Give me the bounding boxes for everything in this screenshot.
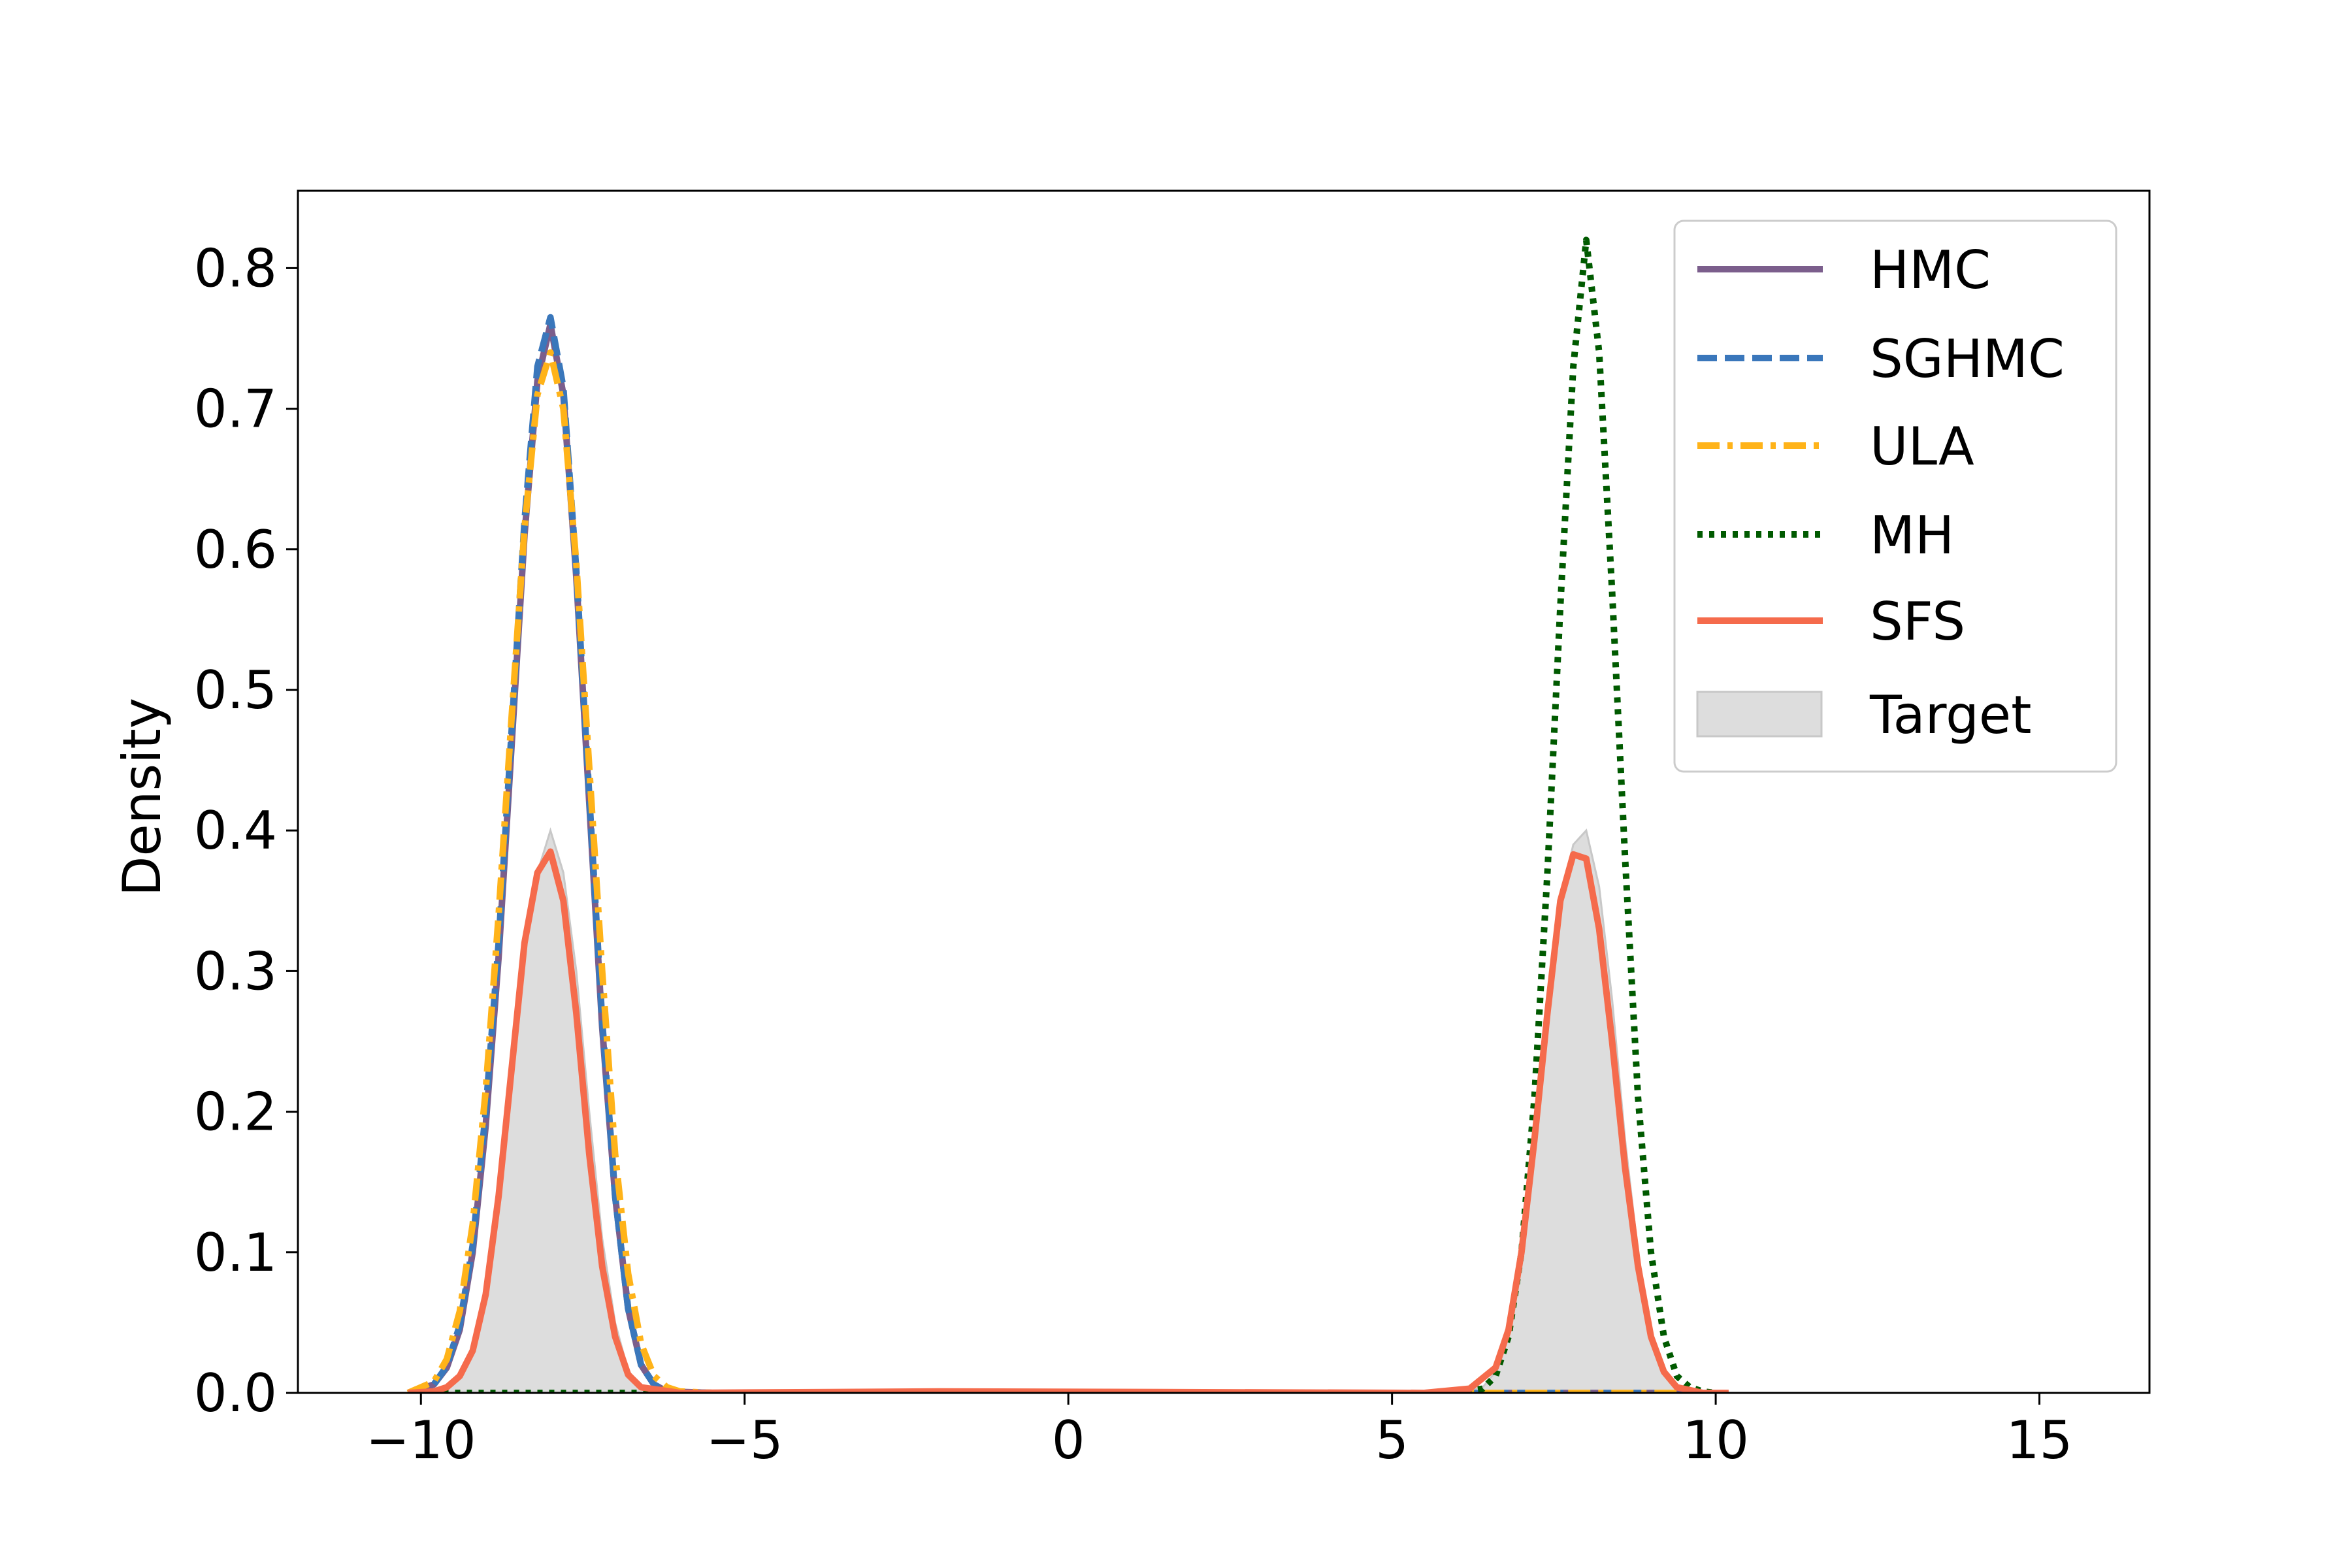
legend-target-swatch: [1696, 691, 1823, 738]
y-tick-label: 0.8: [194, 238, 277, 299]
legend-mh-label: MH: [1870, 505, 1954, 566]
y-tick-label: 0.3: [194, 941, 277, 1002]
series-sfs-line: [408, 848, 1729, 1393]
y-tick-label: 0.5: [194, 660, 277, 721]
legend: HMC SGHMC ULA MH SFS Target: [1673, 220, 2117, 773]
x-tick-label: 15: [2006, 1410, 2073, 1471]
x-tick-label: 5: [1375, 1410, 1409, 1471]
legend-sfs-label: SFS: [1870, 591, 1965, 652]
y-tick-label: 0.0: [194, 1363, 277, 1424]
y-tick-label: 0.1: [194, 1222, 277, 1283]
legend-sghmc-label: SGHMC: [1870, 329, 2065, 389]
y-tick-label: 0.2: [194, 1082, 277, 1143]
x-tick-label: 0: [1052, 1410, 1085, 1471]
x-tick-label: 10: [1682, 1410, 1749, 1471]
x-tick-label: −5: [706, 1410, 783, 1471]
x-tick-label: −10: [366, 1410, 476, 1471]
series-sghmc-line: [406, 314, 1716, 1393]
y-axis-label: Density: [112, 698, 172, 896]
series-ula-line: [406, 349, 1716, 1393]
legend-ula-label: ULA: [1870, 416, 1974, 477]
y-tick-label: 0.4: [194, 800, 277, 861]
y-tick-label: 0.7: [194, 379, 277, 440]
plot-frame: [297, 189, 2151, 1394]
plot-area: [406, 237, 1729, 1393]
legend-target-label: Target: [1869, 685, 2032, 745]
axes: −10 −5 0 5 10 15 0.0 0.1 0.2 0.3 0.4 0.5 0.6 0.7 0.8: [194, 189, 2151, 1471]
y-tick-label: 0.6: [194, 519, 277, 580]
legend-hmc-label: HMC: [1870, 240, 1991, 301]
